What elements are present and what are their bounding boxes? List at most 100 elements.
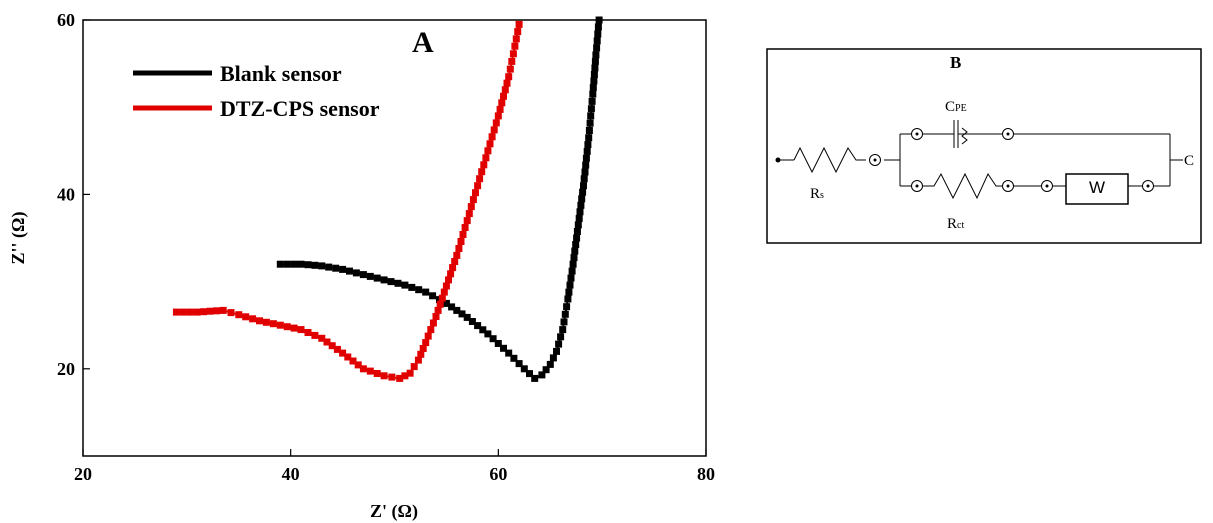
dtz-cps-sensor-point (235, 311, 243, 319)
blank-sensor-point (590, 77, 598, 85)
blank-sensor-point (304, 261, 312, 269)
dtz-cps-sensor-point (193, 308, 201, 316)
dtz-cps-sensor-point (467, 203, 475, 211)
blank-sensor-point (359, 271, 367, 279)
blank-sensor-point (560, 318, 568, 326)
blank-sensor-point (568, 267, 576, 275)
blank-sensor-point (311, 261, 319, 269)
dtz-cps-sensor-point (503, 79, 511, 87)
blank-sensor-point (538, 371, 546, 379)
dtz-cps-sensor-point (432, 313, 440, 320)
dtz-cps-sensor-point (349, 357, 357, 365)
dtz-cps-sensor-point (354, 361, 362, 369)
blank-sensor-point (484, 330, 492, 338)
dtz-cps-sensor-point (515, 20, 523, 28)
blank-sensor-point (408, 283, 416, 291)
blank-sensor-point (526, 370, 533, 378)
blank-sensor-point (394, 279, 402, 287)
dtz-cps-sensor-point (453, 251, 461, 259)
blank-sensor-point (565, 288, 573, 296)
blank-sensor-point (567, 274, 575, 282)
dtz-cps-sensor-point (186, 308, 194, 316)
dtz-cps-sensor-point (328, 342, 336, 350)
dtz-cps-sensor-point (276, 321, 284, 329)
blank-sensor-point (594, 30, 602, 38)
blank-sensor-point (415, 286, 423, 294)
dtz-cps-sensor-point (494, 112, 502, 120)
dtz-cps-sensor-point (461, 224, 469, 231)
dtz-cps-sensor-point (200, 308, 208, 316)
circuit-wires (780, 120, 1183, 205)
dtz-cps-sensor-point (476, 175, 484, 183)
dtz-cps-sensor-point (269, 320, 277, 328)
blank-sensor-point (591, 64, 599, 72)
blank-sensor-point (559, 326, 567, 334)
blank-sensor-point (576, 208, 584, 216)
x-tick-label: 40 (282, 464, 300, 484)
dtz-cps-sensor-point (455, 245, 463, 252)
y-tick-label: 40 (57, 184, 75, 204)
dtz-cps-sensor-point (323, 338, 331, 346)
blank-sensor-point (589, 84, 597, 92)
dtz-cps-sensor-point (434, 306, 442, 314)
blank-sensor-point (380, 276, 388, 284)
dtz-cps-sensor-point (500, 92, 507, 100)
blank-sensor-point (429, 292, 437, 300)
blank-sensor-point (515, 360, 523, 368)
blank-sensor-point (590, 71, 598, 78)
dtz-cps-sensor-point (344, 353, 352, 361)
dtz-cps-sensor-point (422, 339, 430, 347)
blank-sensor-point (587, 105, 595, 113)
dtz-cps-sensor-point (396, 374, 404, 382)
dtz-cps-sensor-point (417, 350, 425, 358)
rs-label: Rs (810, 186, 824, 202)
dtz-cps-sensor-point (339, 349, 347, 357)
blank-sensor-point (594, 23, 602, 31)
blank-sensor-point (479, 326, 487, 334)
blank-sensor-point (401, 281, 409, 289)
blank-sensor-point (458, 310, 466, 318)
blank-sensor-point (574, 221, 582, 229)
dtz-cps-sensor-point (427, 326, 435, 334)
blank-sensor-point (283, 260, 291, 268)
blank-sensor-point (577, 201, 585, 209)
blank-sensor-point (582, 154, 590, 162)
blank-sensor-point (553, 347, 560, 355)
y-tick-label: 60 (57, 10, 75, 30)
dtz-cps-sensor-point (401, 372, 409, 380)
blank-sensor-point (592, 51, 600, 59)
blank-sensor-point (591, 57, 599, 65)
dtz-cps-sensor-point (472, 189, 479, 197)
blank-sensor-point (563, 303, 571, 311)
dtz-cps-sensor-point (227, 309, 235, 317)
dtz-cps-sensor-point (283, 323, 291, 331)
dtz-cps-sensor-point (440, 288, 448, 296)
blank-sensor-point (520, 365, 528, 373)
dtz-cps-sensor-point (490, 126, 498, 134)
blank-sensor-point (489, 335, 497, 343)
dtz-cps-sensor-point (438, 294, 446, 302)
dtz-cps-sensor-point (242, 313, 250, 321)
blank-sensor-point (276, 260, 284, 268)
dtz-cps-sensor-point (206, 307, 214, 315)
dtz-cps-sensor-point (219, 306, 227, 314)
axis-ticks: 20 40 60 80 20 40 60 (57, 10, 715, 484)
blank-sensor-point (500, 344, 507, 352)
dtz-cps-sensor-point (429, 319, 437, 327)
dtz-cps-sensor-point (304, 329, 312, 336)
dtz-cps-sensor-point (496, 105, 504, 113)
blank-sensor-point (448, 303, 456, 311)
blank-sensor-point (572, 241, 580, 248)
dtz-cps-sensor-point (311, 331, 319, 339)
blank-sensor-point (569, 260, 577, 268)
plot-frame (82, 19, 707, 457)
blank-sensor-point (474, 322, 482, 330)
cpe-node-left (911, 128, 923, 140)
blank-sensor-point (505, 349, 513, 357)
output-terminal-label: C (1184, 153, 1194, 169)
dtz-cps-sensor-point (318, 334, 326, 342)
x-tick-label: 60 (489, 464, 507, 484)
dtz-cps-sensor-point (359, 365, 367, 373)
dtz-cps-sensor-point (419, 345, 427, 352)
blank-sensor-point (588, 97, 596, 105)
